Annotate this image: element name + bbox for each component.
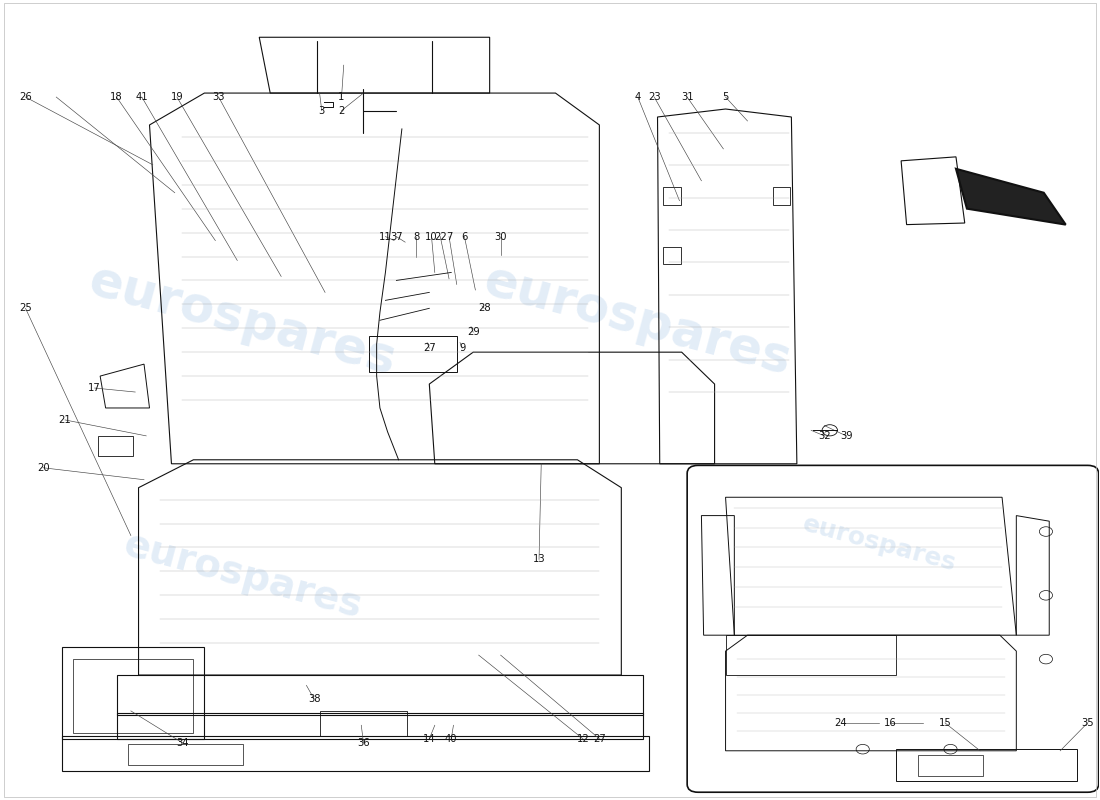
Text: 28: 28	[477, 303, 491, 314]
Text: 10: 10	[426, 231, 438, 242]
Text: 4: 4	[635, 92, 641, 102]
Text: 41: 41	[135, 92, 149, 102]
Text: 29: 29	[466, 327, 480, 338]
Text: eurospares: eurospares	[84, 256, 402, 385]
Bar	[663, 247, 681, 265]
Text: 30: 30	[494, 231, 507, 242]
Text: 1: 1	[339, 92, 344, 102]
Text: 19: 19	[170, 92, 184, 102]
Text: 24: 24	[835, 718, 847, 728]
Text: eurospares: eurospares	[800, 511, 959, 575]
Text: 27: 27	[593, 734, 606, 744]
Text: 35: 35	[1081, 718, 1094, 728]
Text: 7: 7	[446, 231, 452, 242]
Text: 32: 32	[818, 431, 830, 441]
Text: 13: 13	[532, 554, 546, 565]
Text: 16: 16	[883, 718, 896, 728]
Text: 40: 40	[446, 734, 458, 744]
Text: 3: 3	[319, 106, 324, 116]
Text: eurospares: eurospares	[119, 526, 366, 626]
Text: 22: 22	[433, 231, 447, 242]
Text: 5: 5	[723, 92, 728, 102]
Text: 17: 17	[88, 383, 101, 393]
Text: 9: 9	[459, 343, 465, 353]
Text: 27: 27	[422, 343, 436, 353]
Text: 8: 8	[412, 231, 419, 242]
Bar	[772, 187, 790, 205]
Text: 33: 33	[212, 92, 224, 102]
Text: 11: 11	[379, 231, 392, 242]
Text: 6: 6	[461, 231, 468, 242]
Text: 25: 25	[19, 303, 32, 314]
Text: 36: 36	[358, 738, 370, 748]
Text: 39: 39	[840, 431, 852, 441]
Bar	[663, 187, 681, 205]
Text: 15: 15	[938, 718, 952, 728]
Text: 37: 37	[390, 231, 403, 242]
Text: 23: 23	[648, 92, 660, 102]
Text: 31: 31	[681, 92, 693, 102]
Text: 12: 12	[576, 734, 590, 744]
Text: 34: 34	[176, 738, 189, 748]
Text: eurospares: eurospares	[478, 256, 796, 385]
Text: 38: 38	[308, 694, 320, 704]
Text: 14: 14	[424, 734, 436, 744]
Text: 21: 21	[58, 415, 72, 425]
Text: 26: 26	[19, 92, 32, 102]
Text: 18: 18	[110, 92, 123, 102]
Polygon shape	[956, 169, 1066, 225]
Text: 2: 2	[339, 106, 344, 116]
Text: 20: 20	[36, 462, 50, 473]
